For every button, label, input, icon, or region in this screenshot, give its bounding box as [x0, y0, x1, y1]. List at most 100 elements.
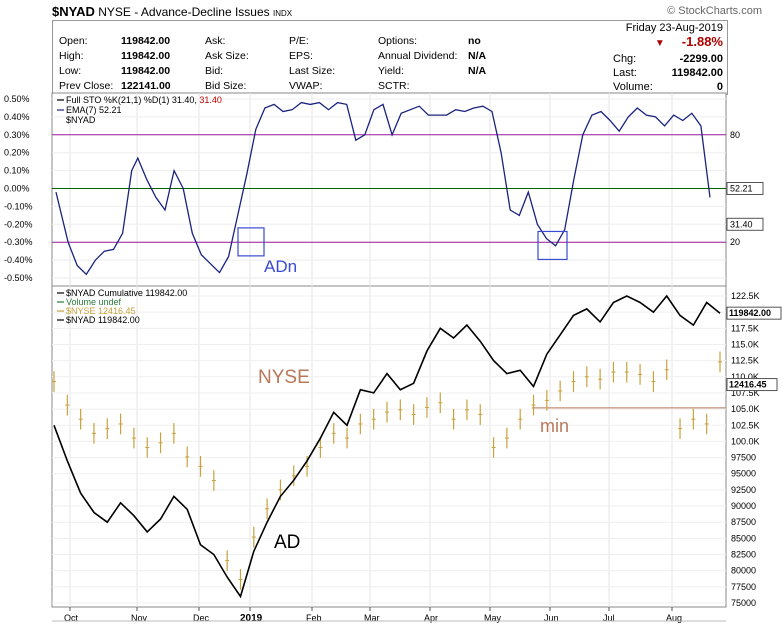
legend-entry: Volume undef: [66, 297, 122, 307]
annotation-nyse: NYSE: [258, 367, 310, 388]
annotation-box: [237, 227, 265, 257]
quote-value: no: [468, 35, 481, 47]
y-tick-label: 122.5K: [731, 291, 760, 301]
volume-value: 0: [716, 81, 723, 93]
annotation-min: min: [540, 416, 569, 436]
y-tick-label: 97500: [731, 453, 756, 463]
y-tick-label: 0.20%: [4, 148, 30, 158]
x-tick-label: Apr: [424, 613, 438, 623]
quote-label: Ask:: [205, 35, 226, 47]
y-tick-label: 115.0K: [731, 339, 759, 349]
value-box: [726, 306, 782, 320]
x-tick-label: Dec: [193, 613, 210, 623]
y-tick-label: -0.40%: [4, 255, 33, 265]
y-tick-label: 0.00%: [4, 184, 30, 194]
value-box: [726, 378, 778, 392]
legend-text-red: 31.40: [199, 95, 222, 105]
symbol: $NYAD: [52, 4, 95, 19]
quote-label: Bid:: [205, 65, 224, 77]
annotation-ad: AD: [274, 532, 300, 553]
label-ema: 52.21: [730, 184, 753, 194]
y-tick-label: 87500: [731, 517, 756, 527]
chart-title: $NYAD NYSE - Advance-Decline Issues INDX: [52, 4, 292, 19]
y-tick-label: -0.10%: [4, 201, 33, 211]
quote-label: Yield:: [378, 65, 404, 77]
y-tick-label: 110.0K: [731, 372, 759, 382]
quote-label: Options:: [378, 35, 418, 47]
label-80: 80: [730, 130, 740, 140]
legend-entry: $NYAD 119842.00: [66, 315, 140, 325]
x-tick-label: 2019: [240, 613, 263, 624]
quote-label: EPS:: [289, 50, 313, 62]
y-tick-label: 77500: [731, 582, 756, 592]
y-tick-label: 105.0K: [731, 404, 760, 414]
quote-label: Last Size:: [289, 65, 336, 77]
y-tick-label: 90000: [731, 501, 756, 511]
x-tick-label: Nov: [131, 613, 148, 623]
x-tick-label: Oct: [64, 613, 79, 623]
legend-entry: $NYSE 12416.45: [66, 306, 136, 316]
last-label: Last:: [613, 67, 637, 79]
down-arrow-icon: ▼: [654, 38, 665, 49]
quote-label: Prev Close:: [59, 80, 114, 92]
y-tick-label: 102.5K: [731, 420, 760, 430]
quote-value: N/A: [468, 65, 487, 77]
ad-line: [53, 294, 721, 599]
label-20: 20: [730, 237, 740, 247]
quote-label: P/E:: [289, 35, 309, 47]
legend-entry: $NYAD Cumulative 119842.00: [66, 288, 187, 298]
y-tick-label: 95000: [731, 469, 756, 479]
sto-line: [55, 101, 711, 276]
quote-label: SCTR:: [378, 80, 410, 92]
y-tick-label: 117.5K: [731, 323, 759, 333]
label-nyse-last: 12416.45: [729, 380, 767, 390]
y-tick-label: 85000: [731, 533, 756, 543]
y-tick-label: 0.30%: [4, 130, 30, 140]
annotation-adn: ADn: [264, 257, 297, 276]
y-tick-label: -0.50%: [4, 273, 33, 283]
x-tick-label: Jun: [544, 613, 559, 623]
label-nyad-last: 119842.00: [729, 308, 771, 318]
y-tick-label: 82500: [731, 550, 756, 560]
quote-label: VWAP:: [289, 80, 323, 92]
quote-label: High:: [59, 50, 84, 62]
legend-entry: EMA(7) 52.21: [66, 105, 122, 115]
quote-label: Ask Size:: [205, 50, 249, 62]
y-tick-label: 0.50%: [4, 94, 30, 104]
y-tick-label: -0.20%: [4, 219, 33, 229]
change-pct-row: ▼ -1.88%: [655, 34, 723, 49]
volume-label: Volume:: [613, 81, 653, 93]
value-box: [726, 217, 764, 231]
quote-value: 119842.00: [121, 65, 171, 77]
legend-entry: Full STO %K(21,1) %D(1) 31.40, 31.40: [66, 95, 222, 105]
x-tick-label: Feb: [306, 613, 322, 623]
y-tick-label: 107.5K: [731, 388, 760, 398]
exchange-name: NYSE - Advance-Decline Issues: [98, 5, 270, 19]
quote-label: Bid Size:: [205, 80, 247, 92]
change-pct: -1.88%: [681, 34, 723, 49]
last-value: 119842.00: [671, 67, 723, 79]
quote-value: 122141.00: [121, 80, 171, 92]
brand-logo[interactable]: © StockCharts.com: [667, 5, 762, 17]
y-tick-label: -0.30%: [4, 237, 33, 247]
y-tick-label: 75000: [731, 598, 756, 608]
quote-date: Friday 23-Aug-2019: [625, 22, 723, 34]
quote-panel: Open: 119842.00 Ask: P/E: Options: no High: 119…: [52, 20, 728, 95]
value-box: [726, 182, 764, 195]
y-tick-label: 100.0K: [731, 436, 760, 446]
y-tick-label: 112.5K: [731, 356, 759, 366]
quote-value: 119842.00: [121, 50, 171, 62]
legend-text: Full STO %K(21,1) %D(1) 31.40,: [66, 95, 199, 105]
x-tick-label: Mar: [364, 613, 380, 623]
change-value: -2299.00: [679, 53, 723, 65]
y-tick-label: 92500: [731, 485, 756, 495]
quote-value: N/A: [468, 50, 487, 62]
price-panel: [51, 285, 727, 608]
exchange-type: INDX: [272, 9, 293, 18]
y-tick-label: 80000: [731, 566, 756, 576]
x-tick-label: May: [484, 613, 502, 623]
annotation-box: [537, 230, 568, 261]
label-sto: 31.40: [730, 219, 753, 229]
y-tick-label: 0.40%: [4, 112, 30, 122]
